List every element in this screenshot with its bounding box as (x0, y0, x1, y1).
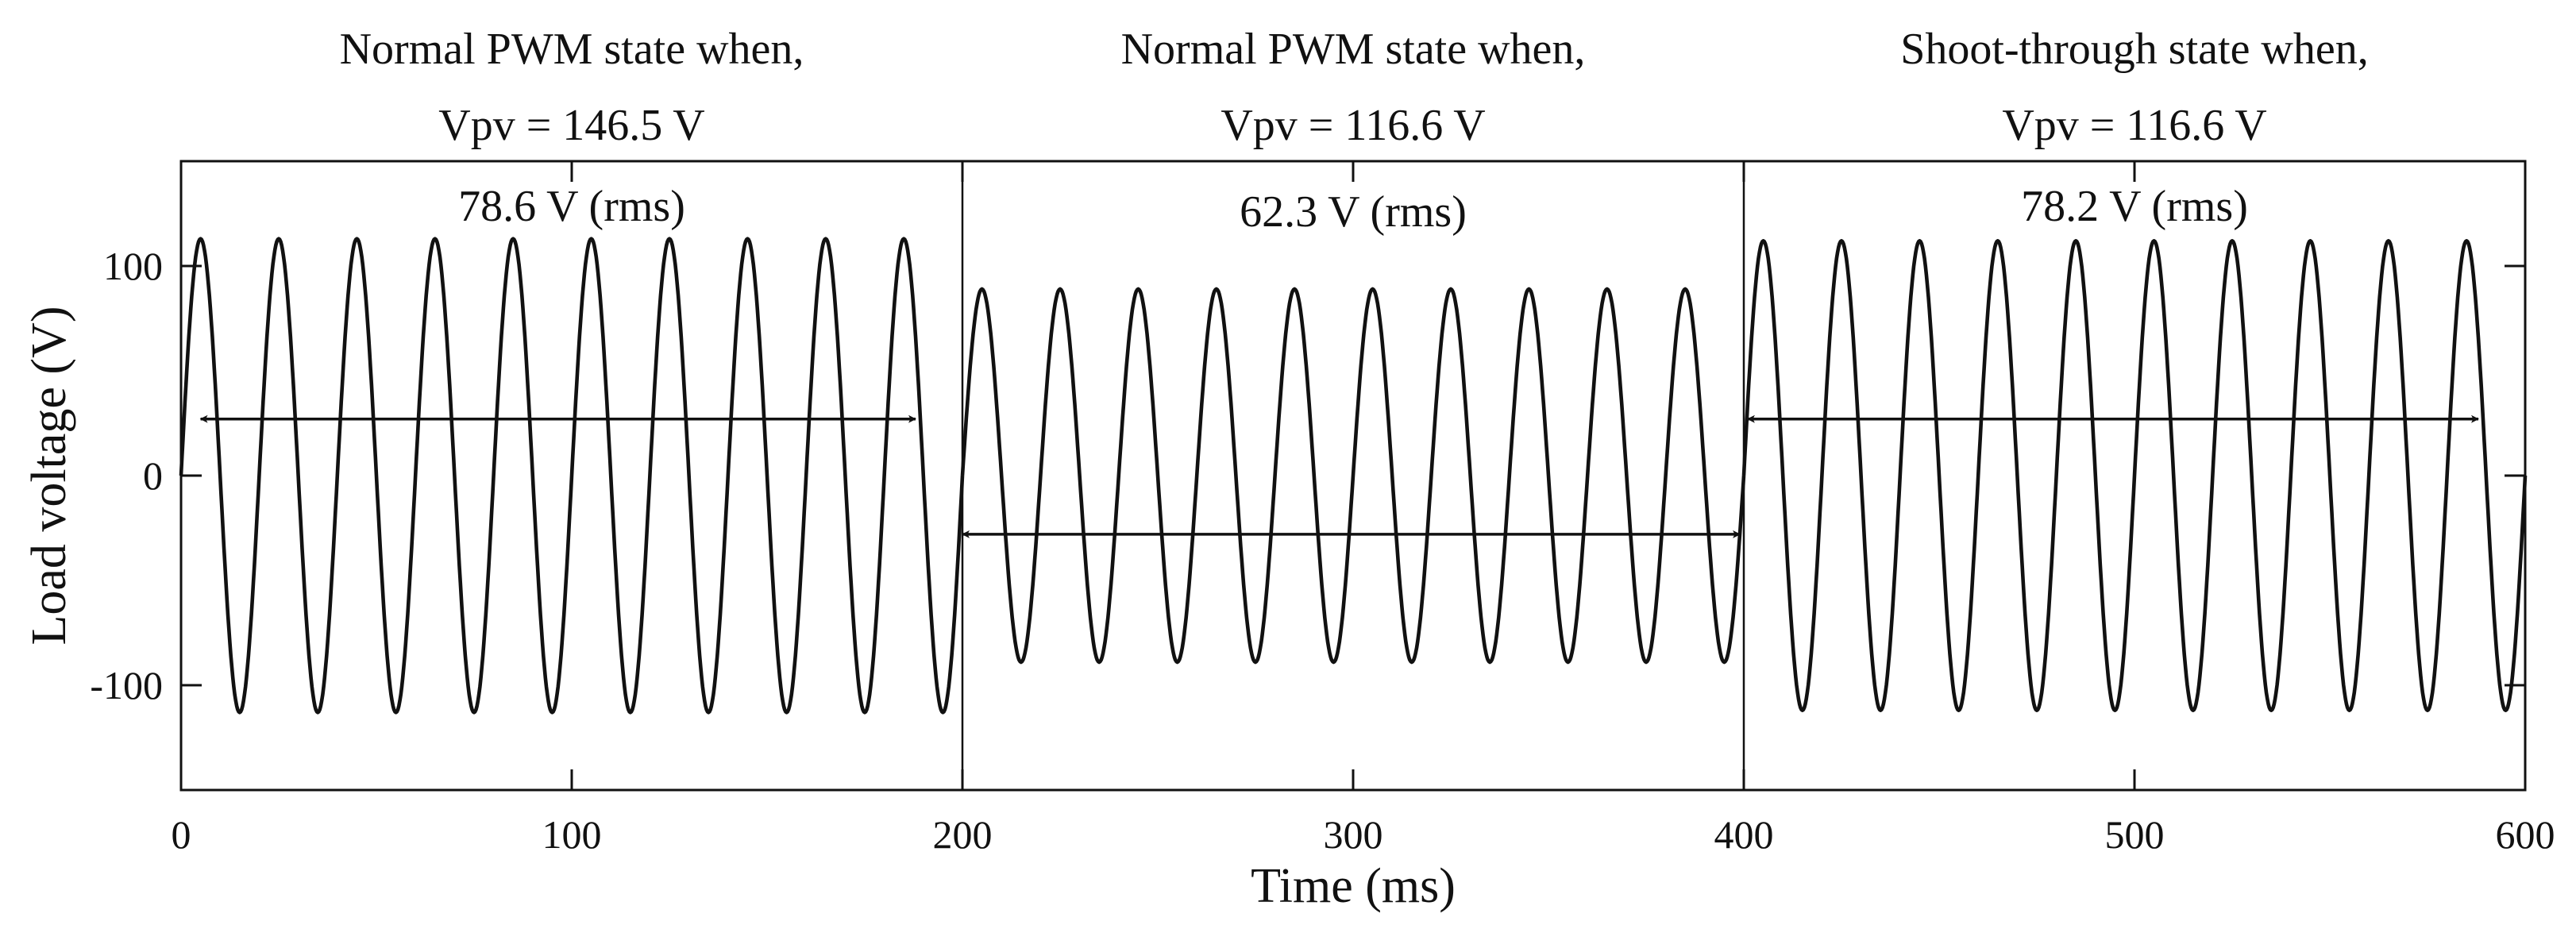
axis-ticks (179, 161, 2527, 790)
x-tick-label: 200 (933, 812, 993, 857)
x-tick-labels: 0 100 200 300 400 500 600 (172, 812, 2555, 857)
x-tick-label: 100 (542, 812, 602, 857)
segment-1-rms-label: 78.6 V (rms) (458, 182, 685, 231)
x-tick-label: 0 (172, 812, 191, 857)
x-axis-title: Time (ms) (1251, 859, 1456, 913)
y-tick-label: -100 (90, 663, 163, 707)
x-tick-label: 600 (2496, 812, 2555, 857)
segment-1-vpv-label: Vpv = 146.5 V (438, 101, 704, 150)
x-tick-label: 300 (1324, 812, 1383, 857)
segment-3-state-label: Shoot-through state when, (1900, 25, 2368, 74)
waveform-segment-2 (960, 287, 1746, 665)
annotations: Normal PWM state when, Vpv = 146.5 V Nor… (340, 25, 2369, 150)
segment-3-vpv-label: Vpv = 116.6 V (2002, 101, 2266, 150)
x-tick-label: 500 (2105, 812, 2165, 857)
segment-2-rms-label: 62.3 V (rms) (1240, 187, 1467, 237)
segment-2-state-label: Normal PWM state when, (1121, 25, 1586, 74)
waveform-segment-1 (179, 237, 965, 715)
y-tick-label: 100 (103, 244, 163, 288)
segment-3-rms-label: 78.2 V (rms) (2021, 182, 2248, 231)
waveform-segment-3 (1741, 239, 2528, 712)
y-tick-label: 0 (143, 453, 163, 498)
segment-1-state-label: Normal PWM state when, (340, 25, 804, 74)
plot-area: 78.6 V (rms) 62.3 V (rms) 78.2 V (rms) (179, 160, 2528, 792)
segment-2-vpv-label: Vpv = 116.6 V (1221, 101, 1485, 150)
y-axis-title: Load voltage (V) (22, 306, 76, 646)
y-tick-labels: 100 0 -100 (90, 244, 163, 707)
x-tick-label: 400 (1714, 812, 1774, 857)
